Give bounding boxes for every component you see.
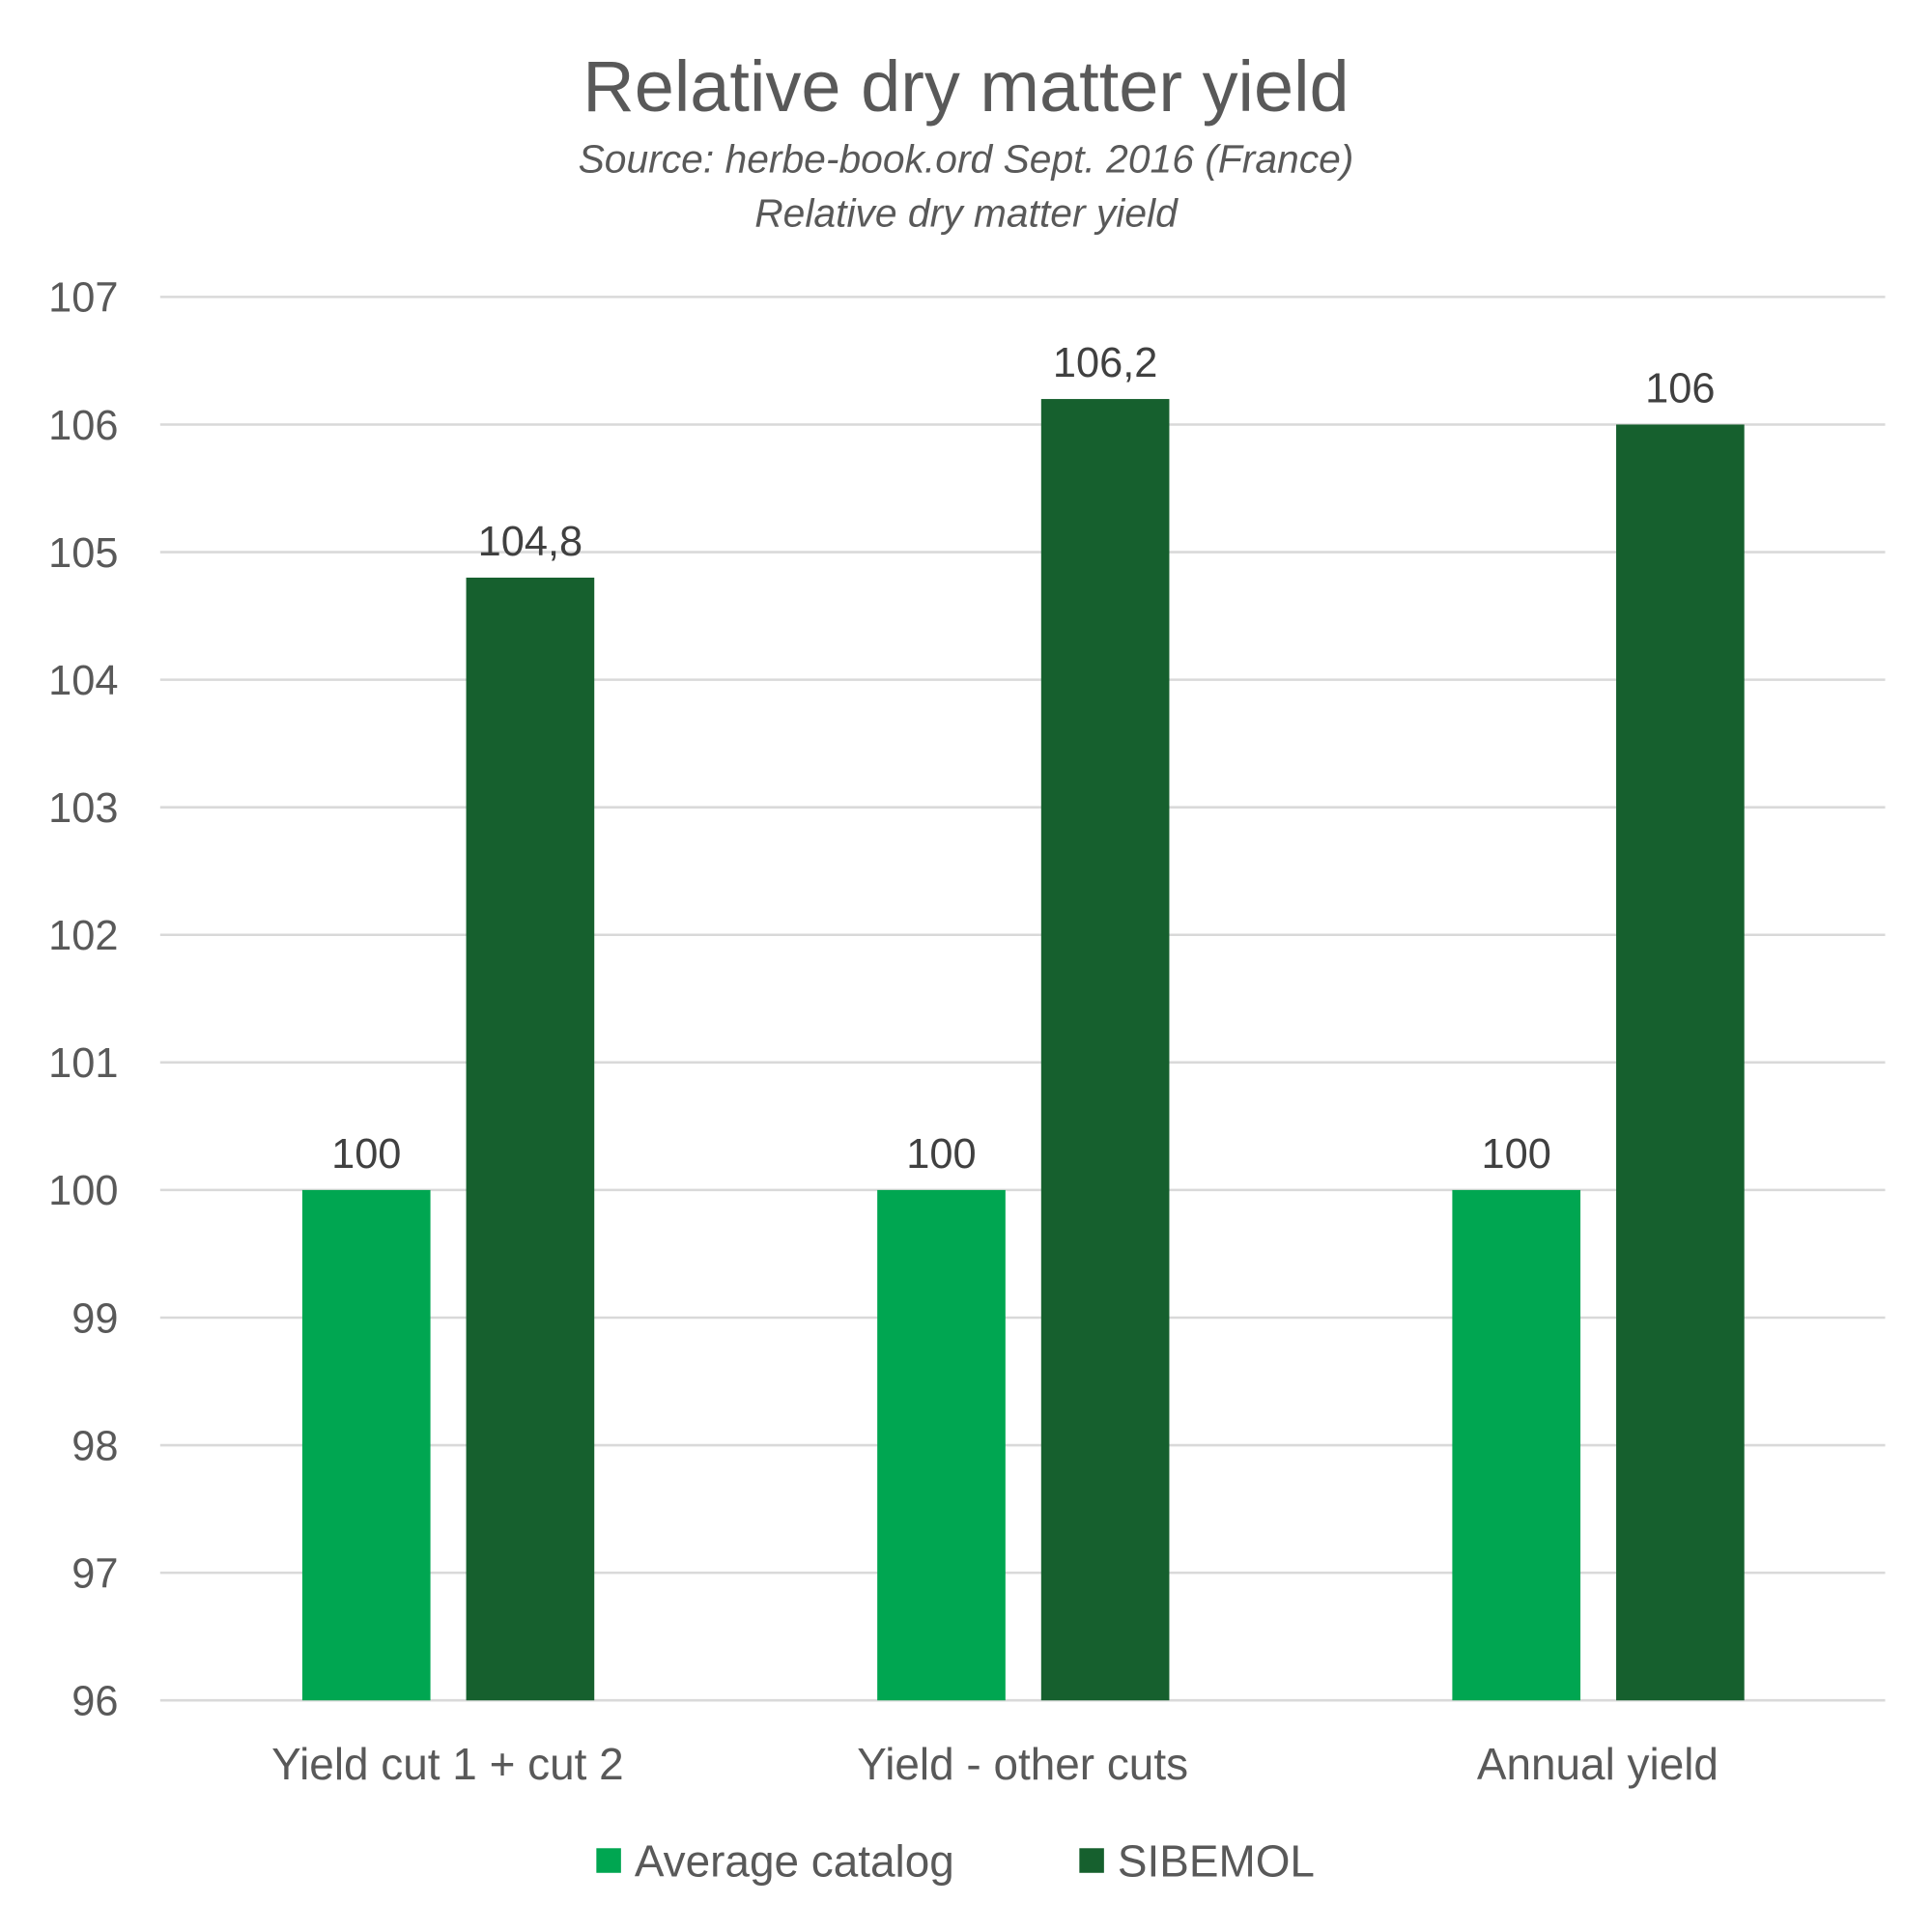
chart-title: Relative dry matter yield [582, 46, 1349, 127]
y-tick-label: 105 [48, 530, 118, 577]
y-tick-label: 101 [48, 1040, 118, 1087]
chart-subtitle-line-2: Relative dry matter yield [754, 191, 1179, 236]
legend-swatch [1079, 1848, 1104, 1873]
legend-label: Average catalog [635, 1836, 954, 1887]
x-category-label: Yield cut 1 + cut 2 [271, 1739, 624, 1789]
y-tick-label: 107 [48, 275, 118, 322]
bar-sibemol [1040, 399, 1170, 1701]
data-label: 100 [331, 1131, 401, 1178]
y-tick-label: 102 [48, 913, 118, 959]
legend-swatch [596, 1848, 621, 1873]
data-label: 100 [1482, 1131, 1551, 1178]
y-tick-label: 104 [48, 658, 118, 704]
chart-subtitle-line-1: Source: herbe-book.ord Sept. 2016 (Franc… [579, 137, 1354, 182]
y-tick-label: 98 [71, 1423, 118, 1469]
y-tick-label: 96 [71, 1679, 118, 1725]
legend-item-average-catalog: Average catalog [596, 1836, 954, 1887]
bar-average-catalog [877, 1189, 1006, 1701]
y-tick-label: 100 [48, 1168, 118, 1214]
data-label: 100 [906, 1131, 976, 1178]
bar-average-catalog [301, 1189, 431, 1701]
y-tick-label: 106 [48, 403, 118, 449]
bar-average-catalog [1452, 1189, 1581, 1701]
y-tick-label: 97 [71, 1550, 118, 1597]
bar-sibemol [466, 577, 595, 1701]
y-tick-label: 103 [48, 785, 118, 832]
data-label: 106 [1645, 366, 1715, 412]
legend-label: SIBEMOL [1118, 1836, 1315, 1887]
bar-sibemol [1616, 424, 1745, 1701]
x-category-label: Yield - other cuts [857, 1739, 1188, 1789]
x-category-label: Annual yield [1477, 1739, 1719, 1789]
y-tick-label: 99 [71, 1295, 118, 1342]
legend-item-sibemol: SIBEMOL [1079, 1836, 1315, 1887]
data-label: 106,2 [1053, 340, 1158, 386]
data-label: 104,8 [478, 519, 583, 565]
